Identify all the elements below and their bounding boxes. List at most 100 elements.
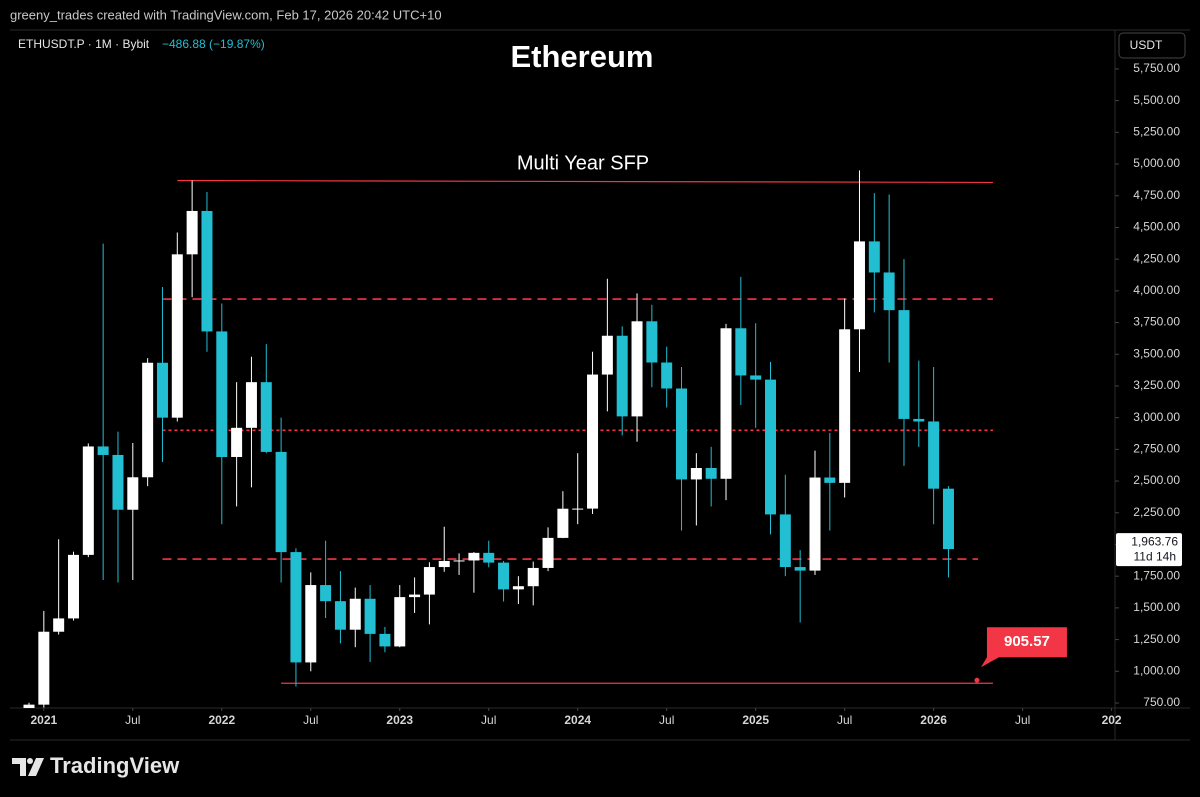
last-price-box <box>1116 533 1182 567</box>
candle-body <box>527 567 539 587</box>
candle-body <box>601 335 613 375</box>
change: −486.88 (−19.87%) <box>162 37 265 51</box>
candle-body <box>186 210 198 255</box>
candle-body <box>142 362 154 478</box>
candle-body <box>67 554 79 619</box>
x-tick-label: 2021 <box>30 713 57 727</box>
candle-body <box>245 382 257 428</box>
candle-body <box>156 362 168 418</box>
candle-body <box>38 631 50 705</box>
y-tick-label: 5,500.00 <box>1133 93 1180 107</box>
symbol: ETHUSDT.P · 1M · Bybit <box>18 37 150 51</box>
candle-body <box>483 552 495 563</box>
y-tick-label: 3,750.00 <box>1133 315 1180 329</box>
candle-body <box>260 382 272 452</box>
y-tick-label: 4,500.00 <box>1133 220 1180 234</box>
candle-body <box>171 254 183 418</box>
candle-body <box>853 241 865 330</box>
candle-body <box>824 477 836 483</box>
price-tag-label: 905.57 <box>1004 633 1050 650</box>
currency: USDT <box>1130 38 1163 52</box>
candle-body <box>542 537 554 568</box>
candle-body <box>231 427 243 457</box>
candle-body <box>661 362 673 389</box>
x-tick-label: 202 <box>1102 713 1122 727</box>
candle-body <box>82 446 94 555</box>
candle-body <box>97 446 109 455</box>
y-tick-label: 3,500.00 <box>1133 346 1180 360</box>
candle-body <box>868 241 880 273</box>
level-line <box>177 179 993 184</box>
x-tick-label: Jul <box>125 713 140 727</box>
candle-body <box>409 594 421 598</box>
y-tick-label: 2,500.00 <box>1133 473 1180 487</box>
x-tick-label: Jul <box>837 713 852 727</box>
brand: TradingView <box>50 753 180 778</box>
candle-body <box>631 321 643 417</box>
candle-body <box>379 633 391 647</box>
candle-body <box>127 477 139 510</box>
candle-body <box>349 598 361 630</box>
y-tick-label: 4,250.00 <box>1133 251 1180 265</box>
chart-title: Ethereum <box>511 39 654 74</box>
price-tag <box>980 627 1067 668</box>
candle-body <box>690 468 702 480</box>
candle-body <box>468 552 480 561</box>
y-tick-label: 4,750.00 <box>1133 188 1180 202</box>
candle-body <box>305 585 317 663</box>
y-tick-label: 4,000.00 <box>1133 283 1180 297</box>
y-tick-label: 750.00 <box>1143 695 1180 709</box>
logo <box>12 758 44 776</box>
x-tick-label: 2022 <box>208 713 235 727</box>
candle-body <box>112 454 124 510</box>
x-tick-label: 2026 <box>920 713 947 727</box>
annotation: Multi Year SFP <box>517 152 649 174</box>
x-tick-label: Jul <box>481 713 496 727</box>
candle-body <box>23 704 35 708</box>
candle-body <box>53 618 65 632</box>
y-tick-label: 1,250.00 <box>1133 632 1180 646</box>
candle-body <box>320 585 332 602</box>
candle-body <box>735 328 747 376</box>
candle-body <box>572 508 584 510</box>
y-tick-label: 3,250.00 <box>1133 378 1180 392</box>
candle-body <box>705 468 717 479</box>
candle-body <box>453 560 465 562</box>
y-tick-label: 3,000.00 <box>1133 410 1180 424</box>
y-tick-label: 5,750.00 <box>1133 61 1180 75</box>
candle-body <box>438 560 450 568</box>
candle-body <box>779 514 791 568</box>
candle-body <box>216 331 228 457</box>
y-tick-label: 5,250.00 <box>1133 125 1180 139</box>
x-tick-label: 2023 <box>386 713 413 727</box>
candle-body <box>290 552 302 663</box>
x-tick-label: 2025 <box>742 713 769 727</box>
candle-body <box>498 562 510 590</box>
candle-body <box>765 379 776 515</box>
candle-body <box>201 210 213 332</box>
candle-body <box>839 329 851 483</box>
plot <box>23 170 993 708</box>
candle-body <box>423 567 435 595</box>
countdown: 11d 14h <box>1134 549 1177 563</box>
candle-body <box>512 586 524 590</box>
level-anchor <box>974 677 980 683</box>
candle-body <box>364 598 376 634</box>
candle-body <box>720 328 732 479</box>
credit: greeny_trades created with TradingView.c… <box>10 7 442 22</box>
y-tick-label: 2,750.00 <box>1133 442 1180 456</box>
candle-body <box>587 374 599 509</box>
candle-body <box>676 388 688 480</box>
candle-body <box>942 488 954 550</box>
y-tick-label: 1,000.00 <box>1133 663 1180 677</box>
candle-body <box>394 597 406 647</box>
y-tick-label: 2,250.00 <box>1133 505 1180 519</box>
x-tick-label: Jul <box>1015 713 1030 727</box>
candle-body <box>928 421 940 489</box>
x-tick-label: 2024 <box>564 713 591 727</box>
last-price: 1,963.76 <box>1131 534 1178 548</box>
x-tick-label: Jul <box>303 713 318 727</box>
